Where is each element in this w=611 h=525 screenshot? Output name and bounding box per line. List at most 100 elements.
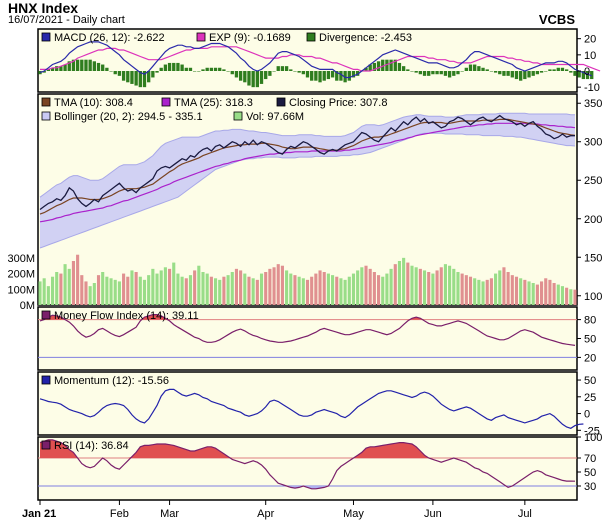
macd-divergence-bar (59, 66, 63, 71)
macd-divergence-bar (92, 61, 96, 71)
macd-divergence-bar (117, 71, 122, 76)
volume-bar (76, 254, 80, 305)
macd-divergence-bar (167, 62, 172, 71)
volume-bar (230, 272, 234, 305)
volume-bar (251, 278, 255, 305)
xaxis-tick-label: Jun (424, 508, 442, 520)
macd-divergence-bar (63, 64, 67, 71)
volume-bar (213, 278, 218, 305)
macd-divergence-bar (343, 71, 347, 83)
macd-divergence-bar (527, 71, 531, 78)
macd-legend-swatch (306, 32, 316, 42)
macd-divergence-bar (443, 71, 448, 76)
volume-bar (218, 279, 222, 305)
volume-bar (477, 279, 481, 305)
volume-bar (481, 281, 485, 305)
macd-divergence-bar (335, 71, 339, 81)
volume-bar (305, 279, 310, 305)
macd-divergence-bar (456, 71, 460, 75)
macd-divergence-bar (272, 71, 276, 72)
volume-bar (527, 281, 531, 305)
macd-divergence-bar (259, 71, 264, 84)
macd-divergence-bar (180, 64, 184, 71)
volume-bar (565, 287, 569, 305)
volume-ytick-label: 200M (7, 269, 35, 281)
price-ytick-label: 200 (584, 214, 602, 226)
volume-bar (205, 273, 209, 305)
macd-divergence-bar (155, 71, 159, 73)
volume-bar (59, 273, 63, 305)
macd-divergence-bar (481, 67, 485, 71)
macd-divergence-bar (573, 71, 577, 76)
macd-ytick-label: 20 (584, 34, 596, 46)
volume-bar (201, 272, 205, 305)
macd-divergence-bar (247, 71, 251, 86)
macd-divergence-bar (201, 69, 205, 71)
volume-bar (548, 279, 552, 305)
volume-bar (289, 273, 293, 305)
macd-divergence-bar (243, 71, 247, 83)
volume-bar (569, 289, 573, 305)
macd-ytick-label: -10 (584, 82, 600, 94)
volume-bar (101, 272, 105, 305)
macd-divergence-bar (75, 59, 80, 71)
macd-divergence-bar (184, 67, 188, 71)
volume-bar (552, 283, 556, 305)
momentum-ytick-label: 25 (584, 392, 596, 404)
volume-bar (468, 276, 473, 305)
volume-bar (172, 262, 176, 305)
volume-bar (331, 275, 335, 305)
volume-bar (389, 268, 393, 305)
volume-bar (364, 265, 368, 305)
volume-bar (268, 268, 272, 305)
volume-bar (422, 270, 427, 305)
price-legend-label: Vol: 97.66M (246, 111, 304, 123)
volume-bar (239, 270, 243, 305)
price-ytick-label: 100 (584, 291, 602, 303)
macd-divergence-bar (435, 71, 439, 75)
price-legend-swatch (276, 97, 286, 107)
volume-bar (456, 272, 460, 305)
volume-bar (523, 279, 527, 305)
volume-bar (573, 289, 577, 305)
macd-divergence-bar (552, 69, 556, 71)
volume-bar (117, 281, 121, 305)
volume-bar (360, 267, 364, 305)
panel-momentum (37, 371, 578, 436)
bollinger-lower-line (39, 132, 576, 249)
volume-bar (494, 273, 498, 305)
volume-bar (406, 262, 410, 305)
volume-bar (259, 273, 264, 305)
rsi-overbought-area (40, 439, 575, 458)
macd-divergence-bar (46, 69, 51, 71)
macd-divergence-bar (564, 69, 569, 71)
macd-ytick-label: 10 (584, 50, 596, 62)
volume-bar (502, 267, 506, 305)
macd-divergence-bar (121, 71, 126, 81)
macd-divergence-bar (172, 62, 176, 71)
momentum-ytick-label: 0 (584, 409, 590, 421)
macd-divergence-bar (401, 66, 406, 71)
volume-bar (435, 270, 439, 305)
mfi-legend-label: Money Flow Index (14): 39.11 (54, 310, 199, 322)
volume-bar (301, 278, 305, 305)
macd-exp-line (40, 46, 601, 72)
volume-bar (318, 270, 322, 305)
bollinger-upper-line (39, 112, 576, 198)
macd-divergence-bar (163, 64, 168, 71)
rsi-legend-swatch (41, 440, 51, 450)
macd-divergence-bar (147, 71, 151, 83)
volume-bar (243, 273, 247, 305)
volume-bar (351, 273, 356, 305)
macd-divergence-bar (176, 62, 180, 71)
macd-divergence-bar (101, 64, 105, 71)
mfi-ytick-label: 20 (584, 352, 596, 364)
macd-divergence-bar (105, 67, 109, 71)
volume-bar (510, 275, 514, 305)
volume-bar (280, 265, 284, 305)
volume-bar (310, 276, 314, 305)
momentum-legend-label: Momentum (12): -15.56 (54, 375, 169, 387)
macd-divergence-bar (96, 62, 101, 71)
momentum-line (39, 388, 584, 429)
xaxis-tick-label: Feb (110, 508, 129, 520)
